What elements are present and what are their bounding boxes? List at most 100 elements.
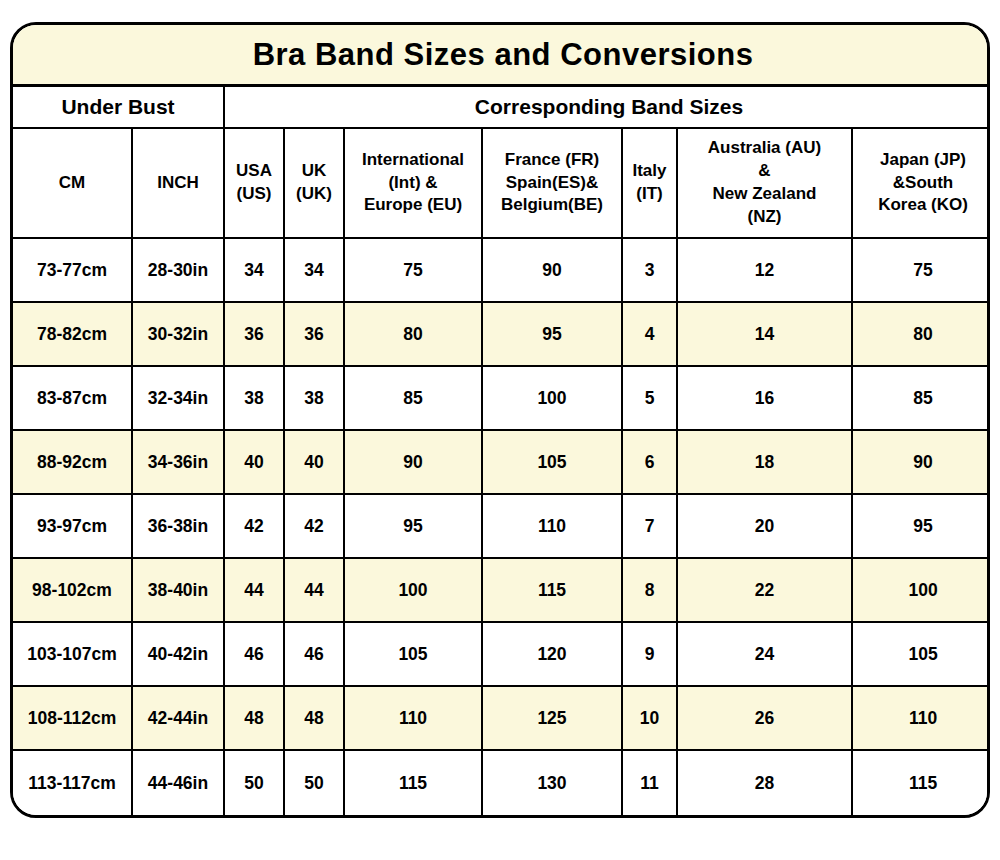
table-cell: 100 — [853, 559, 990, 623]
table-cell: 9 — [623, 623, 678, 687]
table-cell: 8 — [623, 559, 678, 623]
table-cell: 115 — [345, 751, 483, 815]
table-cell: 24 — [678, 623, 853, 687]
title-row: Bra Band Sizes and Conversions — [13, 25, 990, 87]
table-cell: 75 — [853, 239, 990, 303]
table-cell: 98-102cm — [13, 559, 133, 623]
table-cell: 90 — [853, 431, 990, 495]
group-header-row: Under Bust Corresponding Band Sizes — [13, 87, 990, 129]
table-cell: 38-40in — [133, 559, 225, 623]
table-cell: 16 — [678, 367, 853, 431]
table-cell: 28 — [678, 751, 853, 815]
table-cell: 44 — [285, 559, 345, 623]
table-cell: 120 — [483, 623, 623, 687]
bra-band-size-table: Bra Band Sizes and Conversions Under Bus… — [13, 25, 990, 815]
table-cell: 46 — [285, 623, 345, 687]
table-cell: 3 — [623, 239, 678, 303]
table-row: 73-77cm 28-30in 34 34 75 90 3 12 75 — [13, 239, 990, 303]
table-cell: 30-32in — [133, 303, 225, 367]
table-cell: 95 — [483, 303, 623, 367]
table-cell: 6 — [623, 431, 678, 495]
table-cell: 113-117cm — [13, 751, 133, 815]
table-cell: 22 — [678, 559, 853, 623]
table-cell: 85 — [345, 367, 483, 431]
column-header-france-spain-belgium: France (FR) Spain(ES)& Belgium(BE) — [483, 129, 623, 239]
table-cell: 7 — [623, 495, 678, 559]
table-cell: 80 — [853, 303, 990, 367]
table-cell: 93-97cm — [13, 495, 133, 559]
table-cell: 78-82cm — [13, 303, 133, 367]
table-cell: 5 — [623, 367, 678, 431]
table-cell: 42-44in — [133, 687, 225, 751]
table-cell: 115 — [483, 559, 623, 623]
table-cell: 36 — [225, 303, 285, 367]
table-cell: 73-77cm — [13, 239, 133, 303]
table-body: 73-77cm 28-30in 34 34 75 90 3 12 75 78-8… — [13, 239, 990, 815]
table-row: 83-87cm 32-34in 38 38 85 100 5 16 85 — [13, 367, 990, 431]
table-cell: 110 — [345, 687, 483, 751]
column-header-row: CM INCH USA (US) UK (UK) International (… — [13, 129, 990, 239]
table-cell: 12 — [678, 239, 853, 303]
column-header-cm: CM — [13, 129, 133, 239]
table-cell: 105 — [483, 431, 623, 495]
table-cell: 34 — [285, 239, 345, 303]
table-cell: 110 — [483, 495, 623, 559]
table-cell: 46 — [225, 623, 285, 687]
table-cell: 44-46in — [133, 751, 225, 815]
table-cell: 88-92cm — [13, 431, 133, 495]
table-cell: 38 — [285, 367, 345, 431]
table-cell: 105 — [853, 623, 990, 687]
table-cell: 95 — [853, 495, 990, 559]
conversion-table-card: Bra Band Sizes and Conversions Under Bus… — [10, 22, 990, 818]
table-cell: 48 — [225, 687, 285, 751]
table-cell: 50 — [225, 751, 285, 815]
table-row: 93-97cm 36-38in 42 42 95 110 7 20 95 — [13, 495, 990, 559]
table-cell: 100 — [345, 559, 483, 623]
table-cell: 90 — [345, 431, 483, 495]
group-header-band-sizes: Corresponding Band Sizes — [225, 87, 990, 129]
column-header-international-europe: International (Int) & Europe (EU) — [345, 129, 483, 239]
table-row: 108-112cm 42-44in 48 48 110 125 10 26 11… — [13, 687, 990, 751]
table-cell: 40-42in — [133, 623, 225, 687]
table-cell: 130 — [483, 751, 623, 815]
table-cell: 108-112cm — [13, 687, 133, 751]
table-row: 113-117cm 44-46in 50 50 115 130 11 28 11… — [13, 751, 990, 815]
table-cell: 10 — [623, 687, 678, 751]
table-cell: 4 — [623, 303, 678, 367]
table-row: 88-92cm 34-36in 40 40 90 105 6 18 90 — [13, 431, 990, 495]
table-cell: 50 — [285, 751, 345, 815]
table-cell: 100 — [483, 367, 623, 431]
table-cell: 95 — [345, 495, 483, 559]
column-header-inch: INCH — [133, 129, 225, 239]
table-cell: 14 — [678, 303, 853, 367]
table-cell: 103-107cm — [13, 623, 133, 687]
table-cell: 110 — [853, 687, 990, 751]
table-cell: 125 — [483, 687, 623, 751]
table-cell: 85 — [853, 367, 990, 431]
table-row: 78-82cm 30-32in 36 36 80 95 4 14 80 — [13, 303, 990, 367]
table-cell: 36-38in — [133, 495, 225, 559]
column-header-usa: USA (US) — [225, 129, 285, 239]
table-cell: 26 — [678, 687, 853, 751]
table-cell: 48 — [285, 687, 345, 751]
table-cell: 36 — [285, 303, 345, 367]
table-cell: 40 — [285, 431, 345, 495]
column-header-uk: UK (UK) — [285, 129, 345, 239]
table-cell: 11 — [623, 751, 678, 815]
column-header-italy: Italy (IT) — [623, 129, 678, 239]
group-header-under-bust: Under Bust — [13, 87, 225, 129]
table-cell: 20 — [678, 495, 853, 559]
table-cell: 28-30in — [133, 239, 225, 303]
table-cell: 18 — [678, 431, 853, 495]
table-cell: 80 — [345, 303, 483, 367]
table-cell: 90 — [483, 239, 623, 303]
table-cell: 115 — [853, 751, 990, 815]
table-cell: 42 — [285, 495, 345, 559]
table-cell: 42 — [225, 495, 285, 559]
table-cell: 83-87cm — [13, 367, 133, 431]
table-cell: 40 — [225, 431, 285, 495]
table-cell: 75 — [345, 239, 483, 303]
table-cell: 105 — [345, 623, 483, 687]
table-cell: 34-36in — [133, 431, 225, 495]
column-header-japan-south-korea: Japan (JP) &South Korea (KO) — [853, 129, 990, 239]
